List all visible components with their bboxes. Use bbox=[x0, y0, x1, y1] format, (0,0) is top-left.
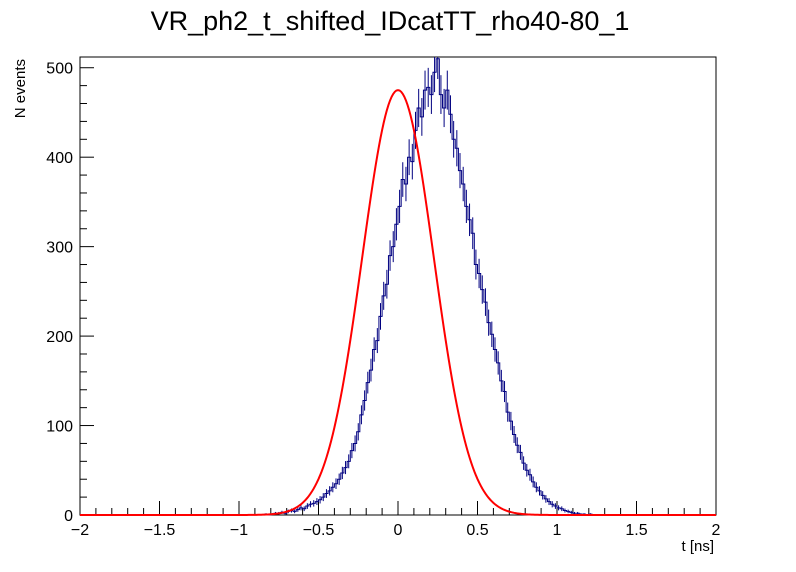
x-tick-label: 1 bbox=[553, 522, 562, 539]
fit-curve bbox=[80, 89, 716, 516]
x-axis: −2 −1.5 −1 −0.5 0 0.5 1 1.5 2 bbox=[71, 501, 721, 539]
x-tick-label: −1 bbox=[230, 522, 248, 539]
fit-series bbox=[80, 89, 716, 516]
chart-title: VR_ph2_t_shifted_IDcatTT_rho40-80_1 bbox=[151, 6, 630, 36]
y-tick-label: 200 bbox=[46, 329, 73, 346]
histogram-series bbox=[80, 57, 716, 516]
x-tick-label: 2 bbox=[712, 522, 721, 539]
x-axis-label: t [ns] bbox=[681, 538, 714, 555]
x-tick-label: 1.5 bbox=[625, 522, 647, 539]
y-axis: 0 100 200 300 400 500 bbox=[46, 61, 94, 525]
x-tick-label: −1.5 bbox=[144, 522, 176, 539]
x-tick-label: −0.5 bbox=[303, 522, 335, 539]
y-tick-label: 0 bbox=[64, 508, 73, 525]
x-tick-label: 0.5 bbox=[466, 522, 488, 539]
x-tick-label: 0 bbox=[394, 522, 403, 539]
x-tick-label: −2 bbox=[71, 522, 89, 539]
y-tick-label: 400 bbox=[46, 150, 73, 167]
histogram-outline bbox=[80, 58, 716, 516]
y-tick-label: 100 bbox=[46, 419, 73, 436]
y-tick-label: 500 bbox=[46, 61, 73, 78]
y-axis-label: N events bbox=[12, 59, 29, 118]
y-tick-label: 300 bbox=[46, 240, 73, 257]
plot-frame bbox=[79, 56, 717, 516]
